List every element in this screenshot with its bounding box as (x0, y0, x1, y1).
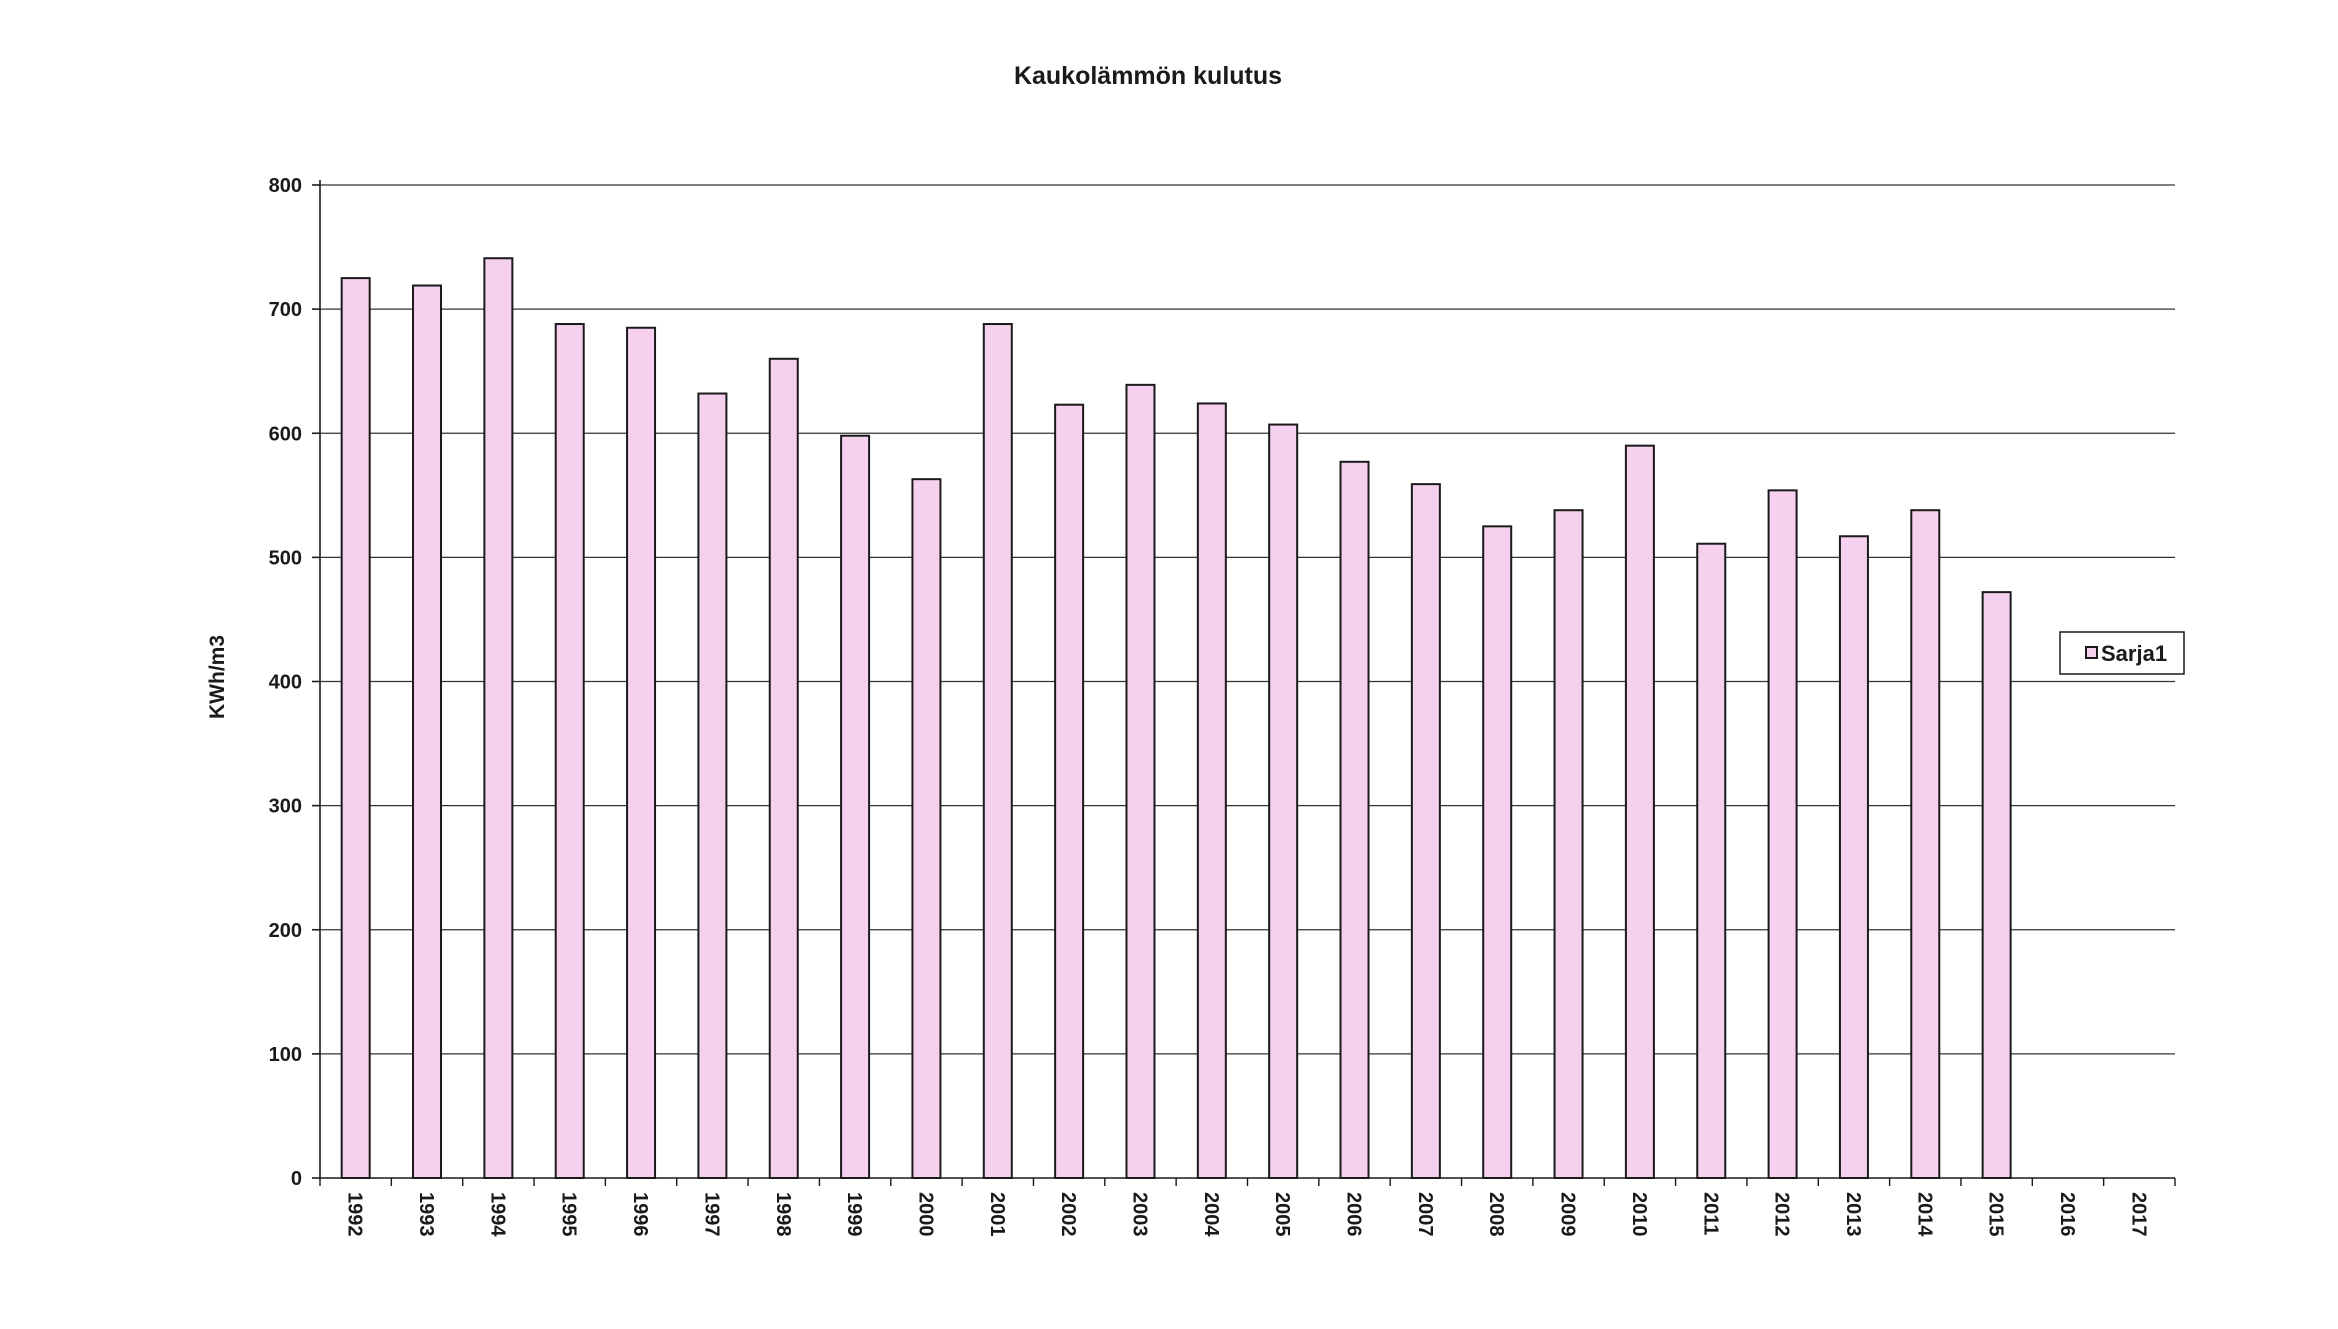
x-tick-label: 1997 (700, 1192, 722, 1237)
x-tick-label: 2016 (2056, 1192, 2078, 1237)
y-tick-label: 100 (269, 1044, 302, 1066)
x-tick-label: 2015 (1985, 1192, 2007, 1237)
axes (312, 180, 2176, 1186)
y-tick-label: 300 (269, 796, 302, 818)
bar-1998 (768, 357, 799, 1179)
bar-2011 (1696, 542, 1727, 1179)
y-tick-label: 700 (269, 299, 302, 321)
bar-2013 (1838, 535, 1869, 1179)
legend-label: Sarja1 (2101, 641, 2167, 666)
bar-1993 (412, 284, 443, 1179)
chart-title: Kaukolämmön kulutus (1014, 62, 1282, 90)
x-tick-label: 2011 (1699, 1192, 1721, 1235)
bar-1994 (483, 257, 514, 1179)
x-tick-label: 2002 (1057, 1192, 1079, 1237)
x-tick-label: 2013 (1842, 1192, 1864, 1237)
x-tick-label: 1998 (772, 1192, 794, 1237)
x-tick-label: 1992 (344, 1192, 366, 1237)
y-tick-label: 500 (269, 547, 302, 569)
x-tick-label: 1996 (629, 1192, 651, 1237)
y-tick-label: 400 (269, 672, 302, 694)
y-axis-label: KWh/m3 (206, 635, 229, 719)
bar-2015 (1981, 591, 2012, 1179)
x-tick-label: 2009 (1557, 1192, 1579, 1237)
bar-2007 (1410, 483, 1441, 1179)
x-tick-label: 2012 (1771, 1192, 1793, 1237)
x-tick-label: 2000 (914, 1192, 936, 1237)
legend: Sarja1 (2059, 631, 2185, 675)
bar-2014 (1910, 509, 1941, 1179)
legend-box (2059, 631, 2185, 675)
bar-1997 (697, 392, 728, 1179)
x-tick-label: 2006 (1343, 1192, 1365, 1237)
y-tick-label: 800 (269, 175, 302, 197)
y-tick-labels: 0 100 200 300 400 500 600 700 800 (269, 175, 302, 1190)
gridlines (320, 184, 2175, 1055)
bar-2012 (1767, 489, 1798, 1180)
x-tick-label: 1995 (558, 1192, 580, 1237)
bars (340, 257, 2012, 1180)
bar-1992 (340, 277, 371, 1179)
x-tick-labels: 1992 1993 1994 1995 1996 1997 1998 1999 2000 2001… (344, 1192, 2150, 1237)
x-tick-label: 2001 (986, 1192, 1008, 1237)
x-tick-label: 1993 (415, 1192, 437, 1237)
x-tick-label: 2007 (1414, 1192, 1436, 1237)
bar-2000 (911, 478, 942, 1179)
bar-2010 (1624, 444, 1655, 1180)
x-tick-label: 1999 (843, 1192, 865, 1237)
y-tick-label: 200 (269, 920, 302, 942)
bar-2008 (1482, 525, 1513, 1179)
bar-2001 (982, 323, 1013, 1179)
bar-2004 (1196, 402, 1227, 1179)
x-tick-label: 2005 (1271, 1192, 1293, 1237)
x-tick-label: 2014 (1913, 1192, 1935, 1237)
y-tick-label: 600 (269, 423, 302, 445)
bar-2003 (1125, 383, 1156, 1179)
bar-1999 (840, 434, 871, 1180)
x-tick-label: 2010 (1628, 1192, 1650, 1237)
x-tick-label: 2003 (1128, 1192, 1150, 1237)
bar-1996 (626, 326, 657, 1179)
bar-2009 (1553, 509, 1584, 1179)
bar-2005 (1268, 423, 1299, 1179)
y-tick-label: 0 (291, 1168, 302, 1190)
x-tick-label: 2008 (1485, 1192, 1507, 1237)
bar-2002 (1054, 403, 1085, 1180)
bar-1995 (554, 323, 585, 1179)
x-tick-label: 2017 (2127, 1192, 2149, 1237)
x-tick-label: 2004 (1200, 1192, 1222, 1237)
bar-2006 (1339, 460, 1370, 1179)
x-tick-label: 1994 (486, 1192, 508, 1237)
legend-swatch (2085, 646, 2098, 659)
